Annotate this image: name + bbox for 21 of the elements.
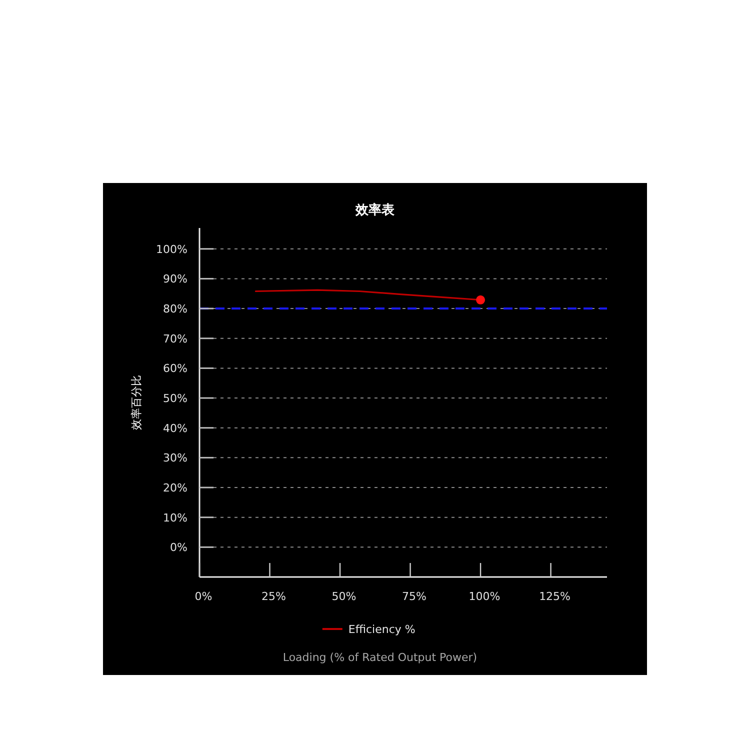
- x-tick-label: 125%: [539, 590, 571, 603]
- y-tick-label: 40%: [163, 422, 188, 435]
- x-tick-label: 100%: [468, 590, 500, 603]
- y-axis-title: 效率百分比: [130, 375, 143, 430]
- y-tick-label: 80%: [163, 302, 188, 316]
- y-tick-label: 100%: [156, 242, 188, 256]
- x-tick-label: 0%: [194, 590, 212, 603]
- legend-label: Efficiency %: [348, 623, 416, 636]
- x-tick-label: 75%: [402, 590, 426, 603]
- y-tick-label: 0%: [170, 541, 188, 554]
- x-tick-label: 25%: [262, 590, 286, 603]
- y-tick-label: 50%: [163, 392, 188, 406]
- y-tick-label: 20%: [163, 482, 188, 495]
- x-tick-label: 50%: [332, 590, 356, 603]
- chart-title: 效率表: [354, 202, 396, 218]
- x-axis-title: Loading (% of Rated Output Power): [282, 651, 478, 664]
- y-tick-label: 10%: [163, 511, 188, 524]
- y-tick-label: 70%: [163, 332, 188, 346]
- y-tick-label: 30%: [163, 452, 188, 465]
- y-tick-label: 90%: [163, 272, 188, 286]
- y-tick-label: 60%: [163, 362, 188, 376]
